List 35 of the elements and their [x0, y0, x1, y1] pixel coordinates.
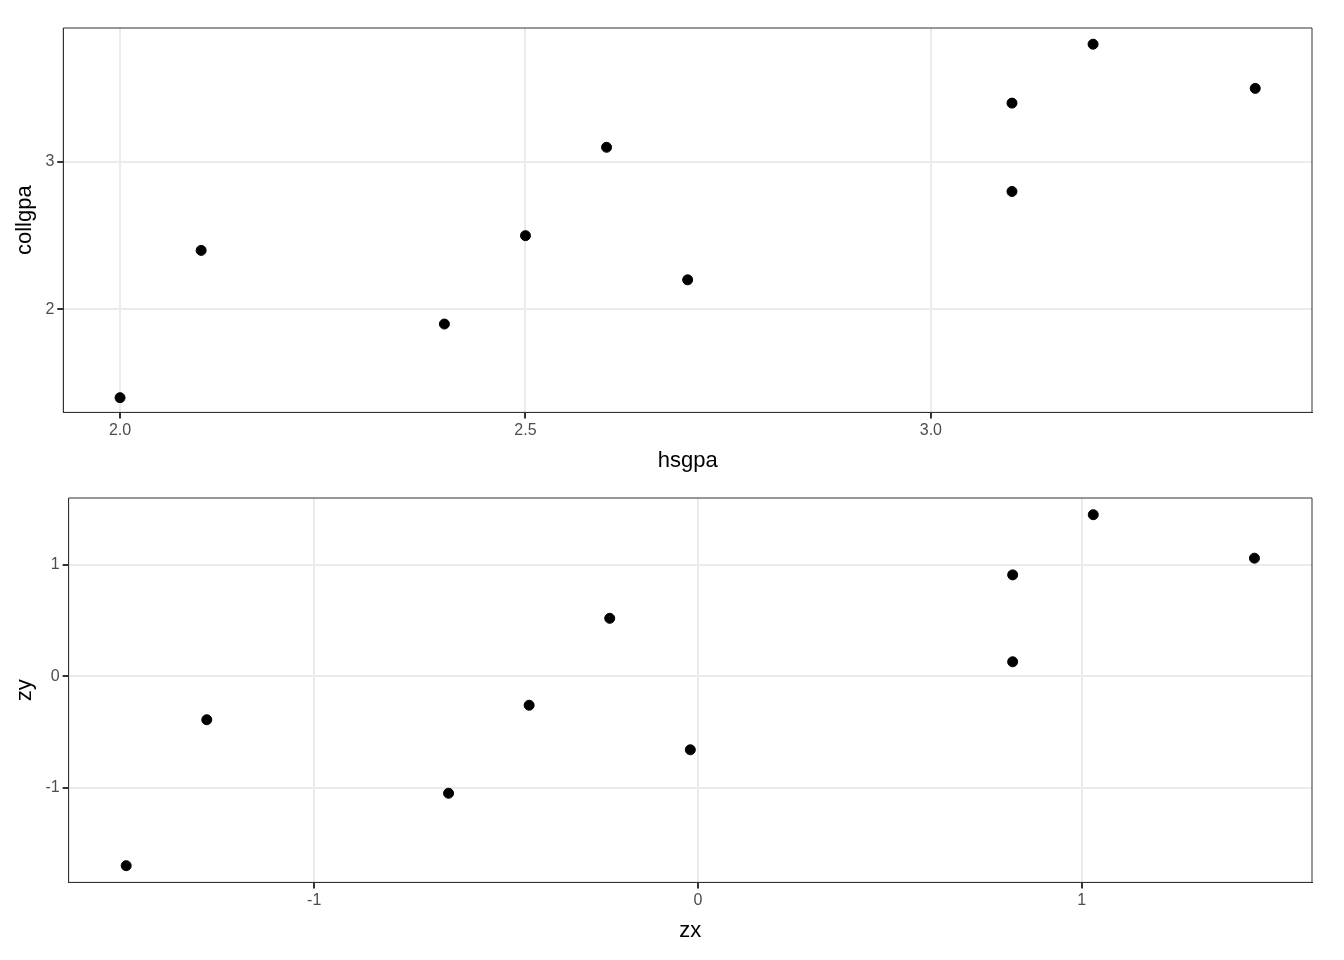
point [1007, 569, 1019, 581]
point [438, 318, 450, 330]
point [1006, 185, 1018, 197]
y-tick-label: 3 [45, 152, 55, 170]
x-axis-title: zx [679, 916, 702, 942]
point [201, 714, 213, 726]
y-tick-label: 1 [50, 555, 60, 573]
point [443, 787, 455, 799]
point [684, 744, 696, 756]
point [120, 860, 132, 872]
x-tick-label: 1 [1077, 891, 1087, 909]
point [523, 699, 535, 711]
y-tick-label: 2 [45, 299, 55, 317]
x-tick-label: -1 [307, 891, 322, 909]
x-tick-label: 2.0 [108, 421, 132, 439]
point [1249, 82, 1261, 94]
point [1087, 509, 1099, 521]
point [601, 141, 613, 153]
x-tick-label: 2.5 [514, 421, 537, 439]
point [604, 612, 616, 624]
y-tick-label: -1 [45, 778, 60, 796]
point [1248, 552, 1260, 564]
point [1006, 97, 1018, 109]
y-axis-title: zy [11, 679, 37, 702]
point [195, 244, 207, 256]
x-axis-title: hsgpa [657, 446, 719, 472]
x-tick-label: 3.0 [919, 421, 943, 439]
point [519, 230, 531, 242]
point [1007, 656, 1019, 668]
y-tick-label: 0 [50, 666, 60, 684]
point [1087, 38, 1099, 50]
point [682, 274, 694, 286]
y-axis-title: collgpa [11, 184, 37, 256]
point [114, 392, 126, 404]
x-tick-label: 0 [693, 891, 703, 909]
